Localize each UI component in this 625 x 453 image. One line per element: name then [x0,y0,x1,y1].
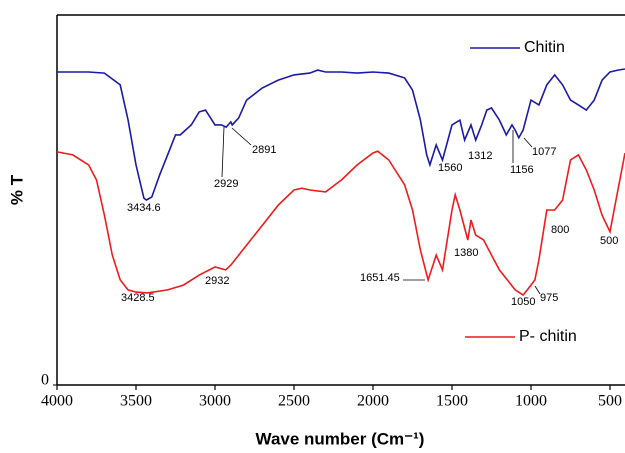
x-tick-label: 3500 [120,393,152,410]
series-line [56,150,625,297]
x-tick-label: 1500 [436,393,468,410]
annotation: 3434.6 [127,202,161,214]
annotation: 1156 [510,164,534,176]
annotation: 2932 [205,275,229,287]
x-tick-label: 500 [598,393,622,410]
annotation: 1651.45 [360,272,400,284]
annotation: 2929 [214,178,238,190]
annotation: 800 [551,224,569,236]
x-tick-label: 2500 [278,393,310,410]
annotation: 1050 [511,296,535,308]
x-tick-label: 2000 [357,393,389,410]
annotation-leader [523,137,533,148]
annotation: 3428.5 [121,292,155,304]
y-tick-label: 0 [41,372,49,389]
annotation-leader [534,285,541,295]
legend-label: P- chitin [519,328,577,345]
annotation: 2891 [252,144,276,156]
annotation: 500 [600,235,618,247]
x-tick-label: 3000 [199,393,231,410]
annotation: 975 [540,292,558,304]
annotation-leader [221,126,225,178]
annotation: 1380 [454,247,478,259]
annotation: 1312 [468,150,492,162]
annotation: 1077 [532,146,556,158]
annotation-leader [231,127,252,146]
legend-label: Chitin [524,39,565,56]
x-tick-label: 4000 [41,393,73,410]
y-axis-title: % T [7,174,26,205]
series-line [57,68,625,201]
x-axis-title: Wave number (Cm⁻¹) [256,429,425,448]
annotation: 1560 [438,162,462,174]
x-tick-label: 1000 [515,393,547,410]
